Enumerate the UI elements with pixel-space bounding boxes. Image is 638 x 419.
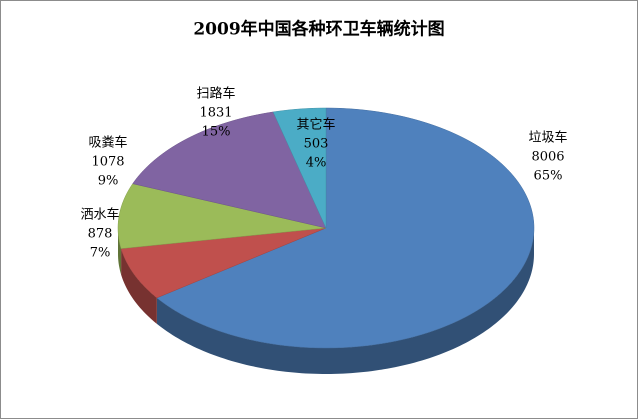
data-label-percent: 65% [534, 169, 563, 184]
data-label-value: 1831 [199, 106, 232, 121]
pie-slice [272, 107, 327, 229]
data-label-percent: 4% [306, 156, 327, 171]
data-label-name: 吸粪车 [88, 135, 127, 151]
data-label-name: 扫路车 [196, 86, 235, 102]
data-label-percent: 9% [98, 174, 119, 189]
pie-slice [120, 227, 327, 299]
data-label-value: 1078 [91, 155, 124, 170]
data-label-name: 其它车 [296, 117, 335, 133]
pie-side [156, 228, 534, 374]
data-label-name: 垃圾车 [528, 130, 567, 146]
chart-title: 2009年中国各种环卫车辆统计图 [193, 19, 444, 40]
data-label-value: 8006 [531, 150, 564, 165]
data-label-name: 洒水车 [80, 207, 119, 223]
pie-slice [117, 183, 327, 249]
data-label-percent: 15% [202, 125, 231, 140]
data-label-value: 503 [304, 137, 329, 152]
pie-slice [156, 107, 535, 349]
data-label-percent: 7% [90, 246, 111, 261]
pie-side [121, 248, 157, 324]
pie-slice [132, 111, 327, 229]
data-label-value: 878 [88, 227, 113, 242]
